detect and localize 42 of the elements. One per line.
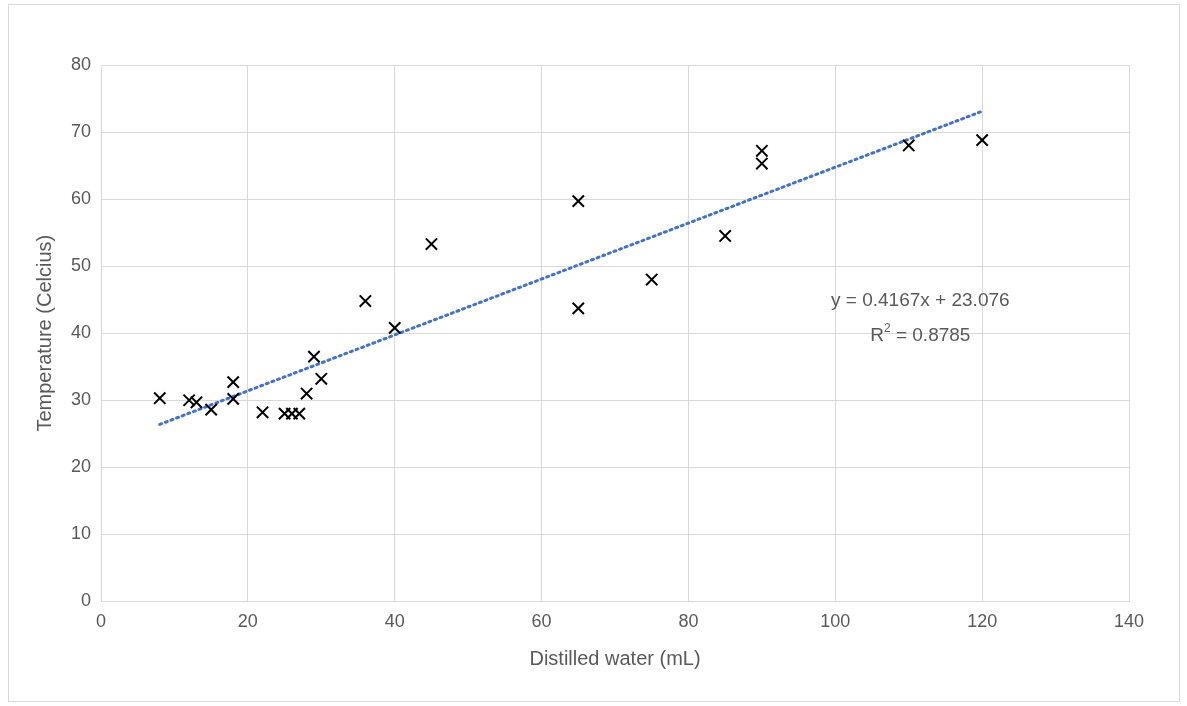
y-tick-label: 50 [70,255,92,276]
y-tick-label: 70 [70,121,92,142]
point [182,393,196,407]
annotation: y = 0.4167x + 23.076 [831,289,1010,311]
x-tick-label: 80 [678,611,699,632]
y-tick-label: 60 [70,188,92,209]
point [226,375,240,389]
x-tick-label: 60 [531,611,552,632]
y-tick-label: 80 [70,53,92,74]
point [571,194,585,208]
y-tick-label: 0 [81,590,92,611]
point [255,405,270,419]
x-tick-label: 20 [237,611,258,632]
x-tick-label: 100 [820,611,851,632]
point [388,321,402,335]
x-tick-label: 120 [967,611,998,632]
x-axis-title: Distilled water (mL) [529,646,701,669]
y-tick-label: 20 [70,456,92,477]
point [285,407,299,421]
point [204,402,218,417]
point [153,391,167,405]
point [902,138,916,153]
point [226,392,240,406]
y-tick-label: 10 [70,523,92,544]
point [292,407,306,421]
point [571,301,585,316]
y-tick-label: 30 [70,389,92,410]
point [299,386,314,401]
point [358,294,373,308]
y-tick-label: 40 [70,322,92,343]
x-tick-label: 40 [384,611,405,632]
point [189,395,204,409]
point [307,350,321,364]
x-tick-label: 0 [96,611,107,632]
point [718,229,732,243]
point [424,237,439,251]
y-axis-title: Temperature (Celcius) [32,234,55,432]
x-tick-label: 140 [1113,611,1145,632]
point [645,272,659,287]
point [314,372,328,386]
point [277,407,292,421]
point [975,133,989,147]
